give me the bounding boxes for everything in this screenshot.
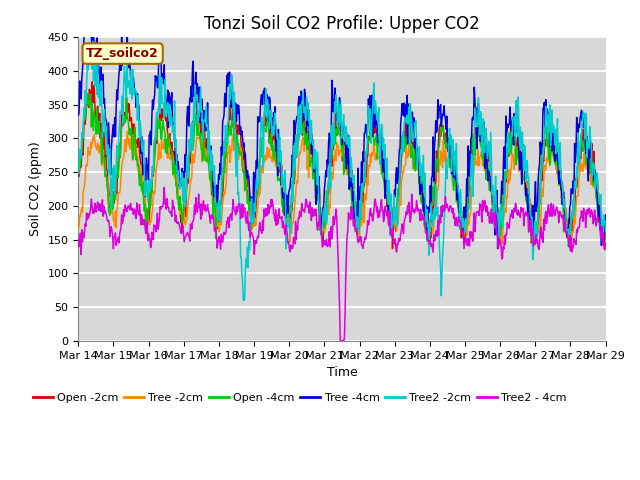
X-axis label: Time: Time	[326, 366, 357, 379]
Title: Tonzi Soil CO2 Profile: Upper CO2: Tonzi Soil CO2 Profile: Upper CO2	[204, 15, 480, 33]
Legend: Open -2cm, Tree -2cm, Open -4cm, Tree -4cm, Tree2 -2cm, Tree2 - 4cm: Open -2cm, Tree -2cm, Open -4cm, Tree -4…	[28, 389, 572, 408]
Text: TZ_soilco2: TZ_soilco2	[86, 47, 159, 60]
Y-axis label: Soil CO2 (ppm): Soil CO2 (ppm)	[29, 142, 42, 237]
